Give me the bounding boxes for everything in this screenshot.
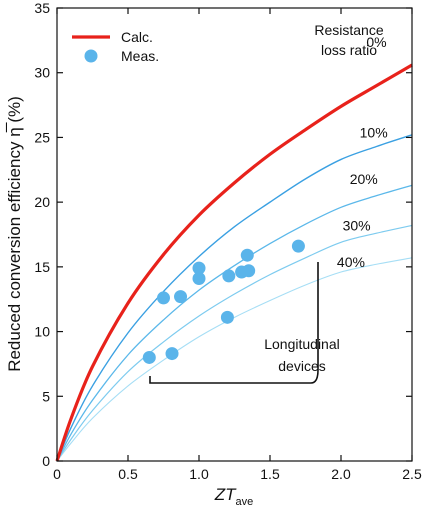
- legend-meas-swatch: [84, 49, 98, 63]
- annotation-line1: Longitudinal: [264, 336, 340, 352]
- legend: Calc. Meas.: [72, 29, 159, 64]
- x-axis-title-subscript: ave: [236, 496, 254, 508]
- y-tick-label: 35: [34, 0, 50, 16]
- x-tick-label: 1.5: [260, 466, 280, 482]
- annotation-line2: devices: [278, 358, 325, 374]
- axis-ticks: 0 0.5 1.0 1.5 2.0 2.5 0 5 10 15 20 25 30 35: [34, 0, 422, 482]
- legend-calc-label: Calc.: [121, 29, 153, 45]
- x-tick-label: 2.5: [402, 466, 422, 482]
- series-label-0: 0%: [366, 34, 386, 50]
- measured-point: [220, 310, 234, 324]
- x-axis-title-main: ZT: [214, 485, 237, 504]
- measured-point: [240, 248, 254, 262]
- y-tick-label: 25: [34, 129, 50, 145]
- measured-point: [192, 272, 206, 286]
- measured-point: [222, 269, 236, 283]
- legend-meas-label: Meas.: [121, 48, 159, 64]
- y-tick-label: 10: [34, 324, 50, 340]
- series-line-2: [56, 184, 413, 462]
- x-tick-label: 2.0: [331, 466, 351, 482]
- y-tick-label: 30: [34, 65, 50, 81]
- y-tick-label: 5: [42, 388, 50, 404]
- series-line-0: [55, 63, 413, 462]
- series-labels: 0% 10% 20% 30% 40%: [337, 34, 388, 270]
- x-tick-label: 0.5: [118, 466, 138, 482]
- curve-header-line2: loss ratio: [321, 42, 377, 58]
- measured-point: [291, 239, 305, 253]
- curve-header-line1: Resistance: [314, 22, 383, 38]
- measured-point: [142, 350, 156, 364]
- series-label-3: 30%: [343, 218, 371, 234]
- measured-point: [165, 347, 179, 361]
- measured-point: [174, 290, 188, 304]
- calc-curves: [55, 63, 413, 462]
- measured-point: [157, 291, 170, 305]
- y-tick-label: 15: [34, 259, 50, 275]
- y-axis-title: Reduced conversion efficiency η̅ (%): [5, 96, 24, 372]
- longitudinal-bracket: [149, 262, 319, 384]
- series-line-4: [56, 257, 413, 462]
- series-line-3: [56, 224, 413, 462]
- y-tick-label: 0: [42, 453, 50, 469]
- x-axis-title: ZTave: [214, 485, 254, 508]
- measured-point: [242, 264, 256, 278]
- y-tick-label: 20: [34, 194, 50, 210]
- x-tick-label: 1.0: [189, 466, 209, 482]
- measured-points: [142, 239, 305, 364]
- plot-frame: [56, 7, 413, 462]
- series-label-2: 20%: [350, 171, 378, 187]
- measured-point: [192, 261, 206, 275]
- series-label-4: 40%: [337, 254, 365, 270]
- series-line-1: [56, 134, 413, 462]
- x-tick-label: 0: [53, 466, 61, 482]
- series-label-1: 10%: [360, 124, 388, 140]
